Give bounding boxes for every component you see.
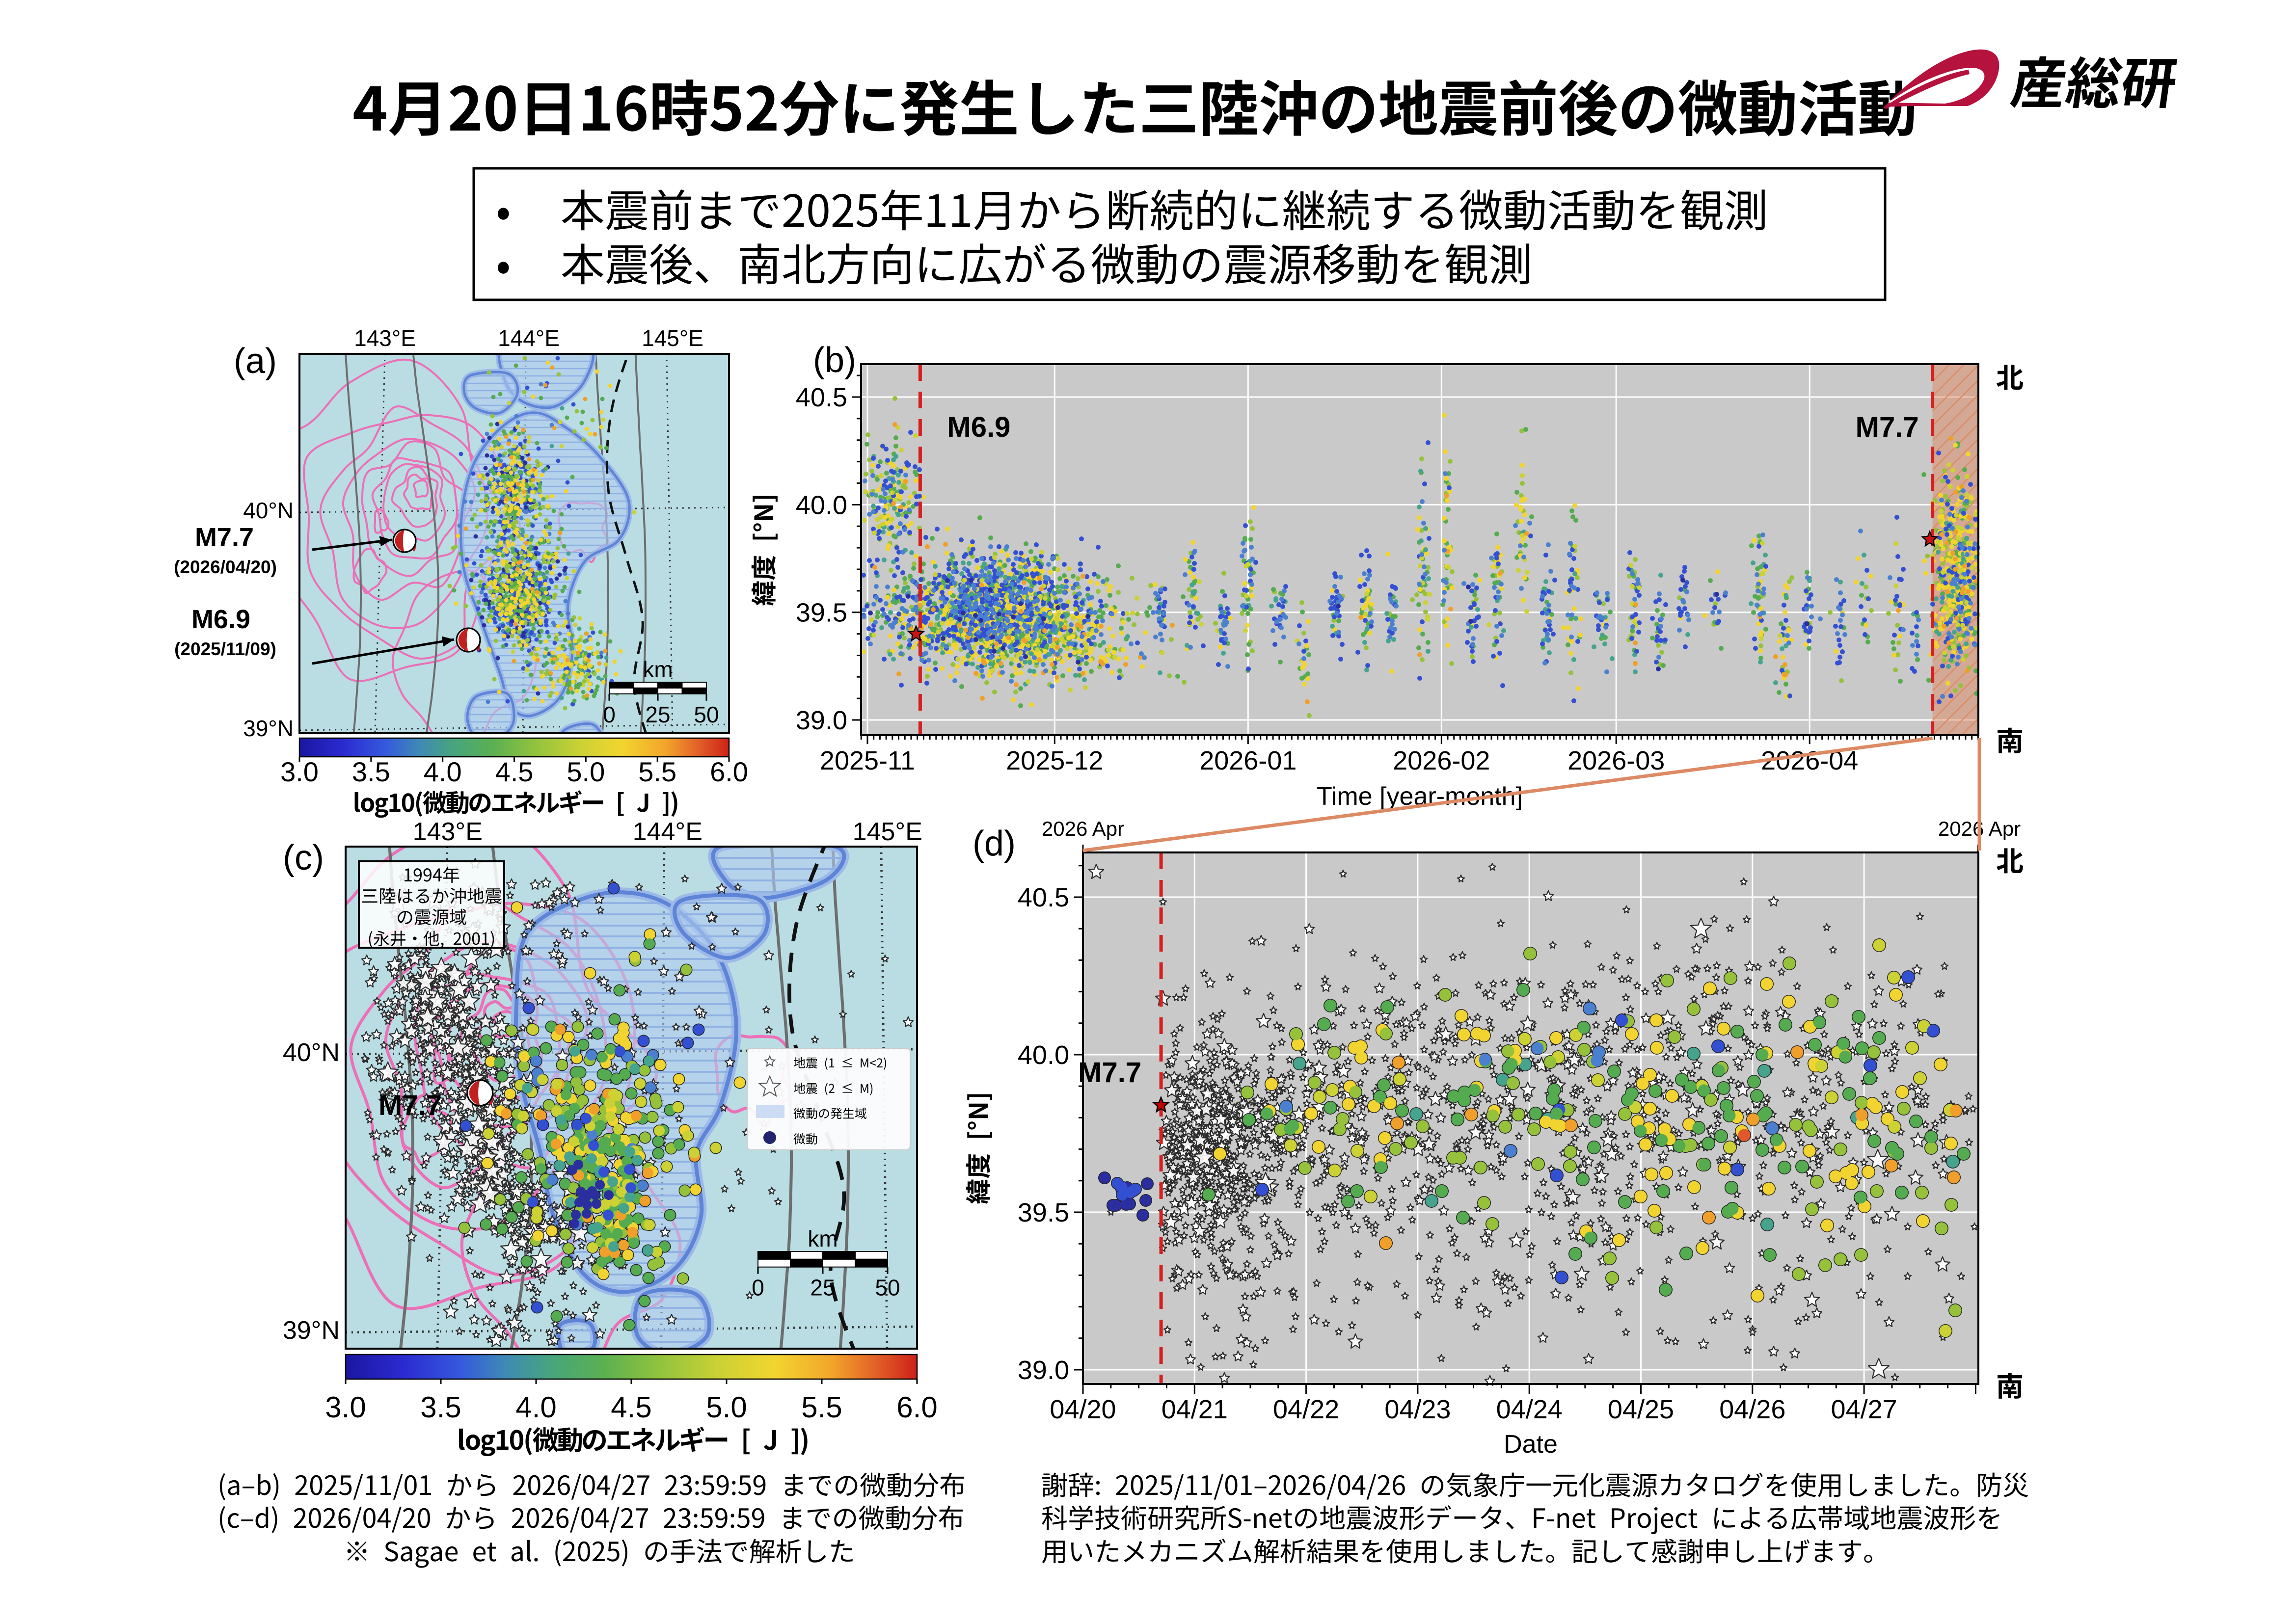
svg-text:M7.7: M7.7 [1078, 1057, 1141, 1089]
svg-text:04/21: 04/21 [1162, 1395, 1228, 1424]
svg-text:(c): (c) [283, 838, 324, 877]
svg-text:2025-12: 2025-12 [1006, 746, 1103, 775]
svg-text:39°N: 39°N [243, 716, 294, 741]
svg-text:(2026/04/20): (2026/04/20) [174, 557, 277, 577]
svg-text:M7.7: M7.7 [378, 1090, 442, 1121]
svg-text:40.0: 40.0 [1018, 1040, 1069, 1070]
svg-text:3.5: 3.5 [352, 756, 390, 787]
svg-text:39.5: 39.5 [1018, 1198, 1069, 1227]
svg-text:39.5: 39.5 [796, 598, 847, 628]
svg-text:2026-01: 2026-01 [1199, 746, 1297, 775]
svg-text:(a): (a) [234, 342, 277, 381]
svg-text:5.5: 5.5 [801, 1391, 842, 1424]
svg-text:143°E: 143°E [413, 818, 483, 846]
svg-text:145°E: 145°E [853, 818, 922, 846]
svg-text:(d): (d) [972, 824, 1016, 863]
svg-text:04/20: 04/20 [1050, 1395, 1116, 1424]
svg-text:40.5: 40.5 [1018, 883, 1069, 912]
svg-text:40°N: 40°N [283, 1038, 340, 1067]
svg-text:3.0: 3.0 [280, 756, 319, 787]
svg-text:2026-02: 2026-02 [1393, 746, 1490, 775]
svg-text:5.0: 5.0 [706, 1391, 747, 1424]
svg-text:Date: Date [1504, 1430, 1558, 1459]
svg-text:40°N: 40°N [243, 498, 294, 523]
svg-text:25: 25 [810, 1275, 835, 1301]
svg-text:50: 50 [875, 1275, 900, 1301]
svg-text:39.0: 39.0 [796, 706, 847, 735]
svg-text:143°E: 143°E [354, 325, 416, 351]
svg-text:2025-11: 2025-11 [820, 746, 915, 775]
svg-text:5.0: 5.0 [567, 756, 605, 787]
svg-text:39°N: 39°N [283, 1316, 340, 1345]
svg-text:3.0: 3.0 [325, 1391, 366, 1424]
svg-text:km: km [808, 1226, 837, 1251]
svg-text:0: 0 [603, 702, 616, 727]
svg-text:4.0: 4.0 [424, 756, 462, 787]
svg-text:04/27: 04/27 [1831, 1395, 1897, 1424]
svg-text:39.0: 39.0 [1018, 1356, 1069, 1385]
svg-text:4.5: 4.5 [611, 1391, 651, 1424]
svg-text:2026-03: 2026-03 [1567, 746, 1665, 775]
svg-text:M7.7: M7.7 [1856, 411, 1919, 443]
svg-text:6.0: 6.0 [710, 756, 748, 787]
svg-text:04/24: 04/24 [1496, 1395, 1563, 1424]
svg-text:2026 Apr: 2026 Apr [1042, 817, 1124, 840]
svg-text:145°E: 145°E [642, 325, 703, 351]
svg-text:50: 50 [694, 702, 719, 727]
svg-text:5.5: 5.5 [638, 756, 676, 787]
svg-text:(b): (b) [813, 341, 856, 380]
svg-text:144°E: 144°E [633, 818, 702, 846]
svg-text:04/25: 04/25 [1608, 1395, 1674, 1424]
svg-text:6.0: 6.0 [896, 1391, 937, 1424]
svg-text:04/26: 04/26 [1719, 1395, 1785, 1424]
svg-text:40.0: 40.0 [796, 490, 847, 520]
svg-text:M7.7: M7.7 [195, 523, 254, 552]
svg-text:3.5: 3.5 [420, 1391, 461, 1424]
svg-text:M6.9: M6.9 [191, 605, 250, 634]
svg-text:04/23: 04/23 [1384, 1395, 1451, 1424]
svg-text:40.5: 40.5 [796, 383, 847, 412]
svg-text:km: km [643, 657, 673, 682]
svg-text:M6.9: M6.9 [947, 411, 1010, 443]
svg-text:25: 25 [645, 702, 670, 727]
svg-text:144°E: 144°E [498, 325, 560, 351]
svg-text:4.5: 4.5 [495, 756, 534, 787]
svg-text:4.0: 4.0 [515, 1391, 556, 1424]
svg-text:0: 0 [752, 1275, 764, 1301]
svg-text:04/22: 04/22 [1273, 1395, 1339, 1424]
svg-text:(2025/11/09): (2025/11/09) [174, 639, 276, 659]
